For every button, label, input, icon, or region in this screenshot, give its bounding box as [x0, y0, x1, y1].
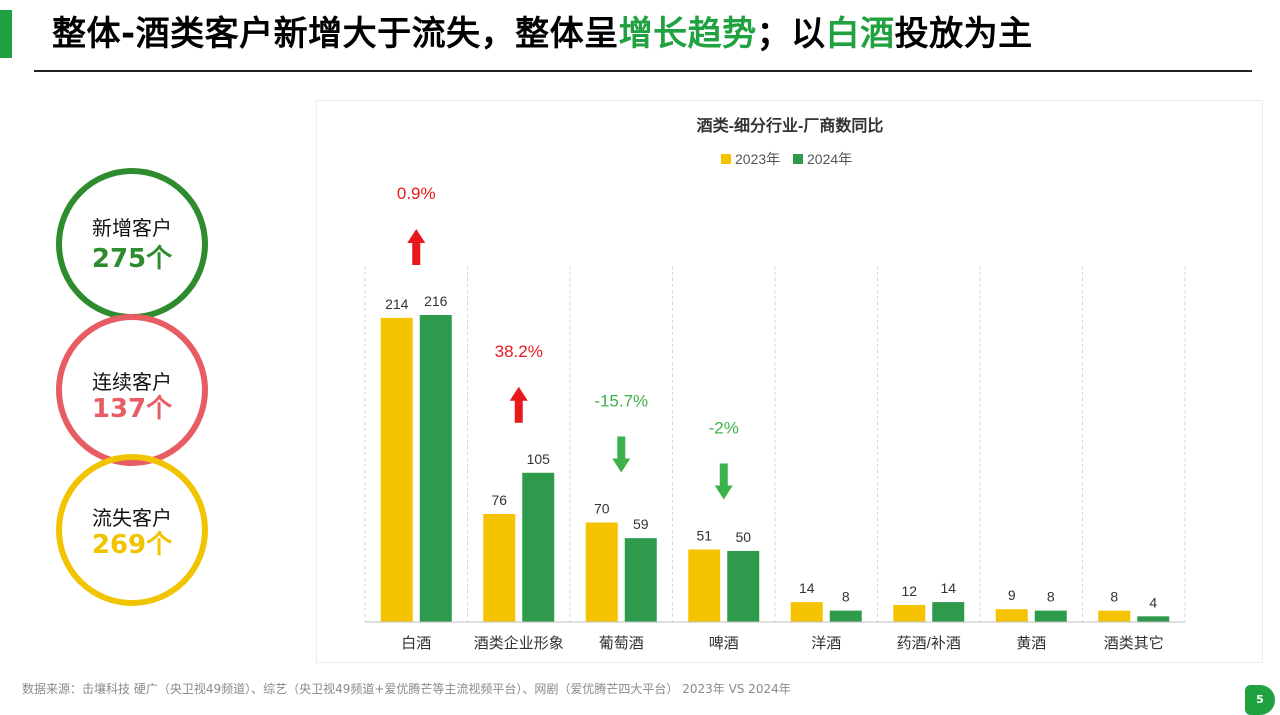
data-label-0-6: 9	[1008, 587, 1016, 603]
change-annotation-1: 38.2%	[495, 342, 543, 361]
title-part-5: 投放为主	[894, 14, 1033, 54]
slide-title: 整体-酒类客户新增大于流失，整体呈增长趋势；以白酒投放为主	[52, 10, 1033, 58]
new-customers-label: 新增客户	[92, 216, 172, 240]
change-annotation-3: -2%	[709, 419, 739, 438]
bar-0-2	[585, 522, 618, 622]
data-label-1-0: 216	[424, 293, 448, 309]
continuing-customers-label: 连续客户	[92, 370, 172, 394]
data-label-0-5: 12	[901, 583, 917, 599]
title-highlight-baijiu: 白酒	[825, 14, 895, 54]
category-label-2: 葡萄酒	[599, 635, 644, 652]
accent-bar	[0, 10, 12, 58]
bar-1-5	[932, 602, 965, 622]
legend-label-1: 2024年	[807, 151, 852, 167]
page-number: 5	[1245, 685, 1275, 715]
bar-1-3	[727, 550, 760, 622]
title-part-3: ；以	[756, 14, 826, 54]
data-label-1-2: 59	[633, 516, 649, 532]
data-label-1-4: 8	[842, 589, 850, 605]
data-label-0-1: 76	[491, 492, 507, 508]
bar-1-6	[1034, 610, 1067, 622]
bar-1-2	[624, 538, 657, 622]
new-customers-value: 275个	[91, 244, 173, 274]
data-label-1-6: 8	[1047, 589, 1055, 605]
bar-chart: 酒类-细分行业-厂商数同比 2023年 2024年 214 216 白酒 76 105 酒类企业…	[364, 116, 1186, 652]
bar-1-7	[1137, 616, 1170, 622]
bar-0-1	[483, 513, 516, 622]
category-label-4: 洋酒	[811, 635, 841, 652]
category-label-7: 酒类其它	[1104, 634, 1164, 652]
category-label-1: 酒类企业形象	[474, 634, 564, 652]
lost-customers-label: 流失客户	[92, 506, 172, 530]
source-note: 数据来源：击壤科技 硬广（央卫视49频道）、综艺（央卫视49频道+爱优腾芒等主流…	[22, 682, 791, 696]
bar-1-4	[829, 610, 862, 622]
data-label-1-1: 105	[527, 451, 551, 467]
title-divider	[34, 70, 1252, 72]
bar-0-5	[893, 604, 926, 622]
bar-0-3	[688, 549, 721, 622]
change-arrow-up-0	[407, 229, 426, 265]
legend-swatch-1	[793, 154, 803, 164]
change-annotation-0: 0.9%	[397, 184, 436, 203]
legend-label-0: 2023年	[735, 151, 780, 167]
data-label-1-7: 4	[1149, 594, 1157, 610]
title-part-1: 整体-酒类客户新增大于流失，整体呈	[52, 14, 619, 54]
bar-1-0	[419, 315, 452, 622]
category-label-3: 啤酒	[709, 635, 739, 652]
bar-0-0	[380, 317, 413, 622]
bar-1-1	[522, 472, 555, 622]
data-label-1-5: 14	[940, 580, 956, 596]
category-label-0: 白酒	[401, 635, 431, 652]
change-arrow-up-1	[509, 386, 528, 423]
lost-customers-circle	[56, 454, 208, 606]
bar-0-7	[1098, 610, 1131, 622]
lost-customers-value: 269个	[91, 530, 173, 560]
data-label-0-4: 14	[799, 580, 815, 596]
title-highlight-growth: 增长趋势	[618, 14, 757, 54]
continuing-customers-value: 137个	[91, 394, 173, 424]
category-label-6: 黄酒	[1016, 635, 1046, 652]
change-arrow-down-2	[612, 436, 631, 473]
chart-panel: 酒类-细分行业-厂商数同比 2023年 2024年 214 216 白酒 76 105 酒类企业…	[316, 100, 1263, 663]
bar-0-4	[790, 602, 823, 622]
bar-0-6	[995, 609, 1028, 622]
change-annotation-2: -15.7%	[594, 392, 648, 411]
data-label-1-3: 50	[735, 529, 751, 545]
data-label-0-2: 70	[594, 501, 610, 517]
data-label-0-0: 214	[385, 296, 409, 312]
chart-title: 酒类-细分行业-厂商数同比	[697, 116, 884, 135]
category-label-5: 药酒/补酒	[897, 635, 961, 652]
legend-swatch-0	[721, 154, 731, 164]
data-label-0-7: 8	[1110, 589, 1118, 605]
data-label-0-3: 51	[696, 528, 712, 544]
change-arrow-down-3	[714, 463, 733, 500]
